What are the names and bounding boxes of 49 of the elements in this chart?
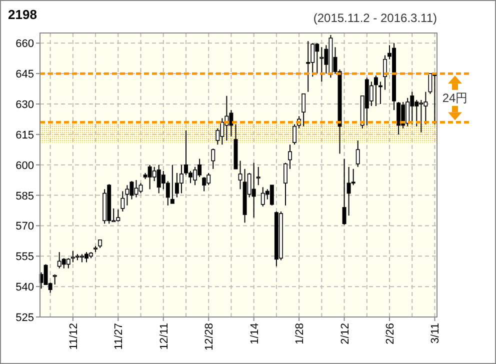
candlestick bbox=[179, 164, 184, 194]
candlestick bbox=[369, 81, 374, 107]
candlestick bbox=[288, 144, 292, 170]
x-tick-label: 1/28 bbox=[294, 323, 306, 344]
candlestick bbox=[284, 162, 288, 206]
x-tick-label: 3/11 bbox=[430, 323, 442, 344]
y-tick-label: 645 bbox=[16, 68, 34, 81]
x-tick-label: 2/26 bbox=[384, 323, 397, 344]
y-tick-label: 570 bbox=[16, 220, 34, 233]
chart-title: 2198 bbox=[8, 7, 37, 22]
x-tick-label: 11/27 bbox=[113, 323, 126, 350]
candlestick bbox=[356, 140, 360, 168]
candlestick bbox=[378, 81, 382, 104]
candlestick bbox=[292, 124, 297, 146]
candlestick bbox=[211, 148, 216, 170]
candlestick bbox=[428, 73, 432, 94]
chart-subtitle: (2015.11.2 - 2016.3.11) bbox=[313, 11, 437, 25]
candlestick bbox=[125, 184, 130, 206]
x-tick-label: 2/12 bbox=[339, 323, 352, 344]
candlestick bbox=[270, 184, 274, 206]
candlestick bbox=[306, 40, 310, 92]
y-tick-label: 525 bbox=[16, 312, 34, 324]
candlestick bbox=[66, 258, 70, 269]
candlestick bbox=[342, 158, 346, 226]
x-tick-label: 11/12 bbox=[68, 323, 80, 350]
y-tick-label: 600 bbox=[16, 160, 34, 172]
y-tick-label: 630 bbox=[16, 99, 34, 111]
candlestick bbox=[320, 46, 324, 82]
candlestick bbox=[302, 93, 306, 127]
x-tick-label: 1/14 bbox=[248, 323, 261, 344]
x-tick-label: 12/28 bbox=[204, 323, 216, 351]
candlestick bbox=[52, 274, 57, 286]
candlestick bbox=[170, 164, 174, 204]
y-tick-label: 555 bbox=[16, 251, 34, 264]
candlestick bbox=[202, 176, 206, 192]
candlestick bbox=[383, 54, 387, 90]
candlestick bbox=[238, 160, 242, 190]
y-tick-label: 660 bbox=[16, 38, 34, 50]
x-tick-label: 12/11 bbox=[158, 323, 170, 350]
candlestick bbox=[256, 166, 260, 186]
candlestick bbox=[138, 182, 143, 194]
y-tick-label: 540 bbox=[16, 282, 34, 294]
y-tick-label: 585 bbox=[16, 190, 34, 202]
candlestick bbox=[374, 75, 378, 107]
y-tick-label: 615 bbox=[16, 129, 34, 142]
text: 24円 bbox=[442, 90, 468, 105]
candlestick bbox=[120, 190, 125, 212]
candlestick bbox=[396, 101, 401, 135]
candlestick bbox=[252, 162, 256, 218]
